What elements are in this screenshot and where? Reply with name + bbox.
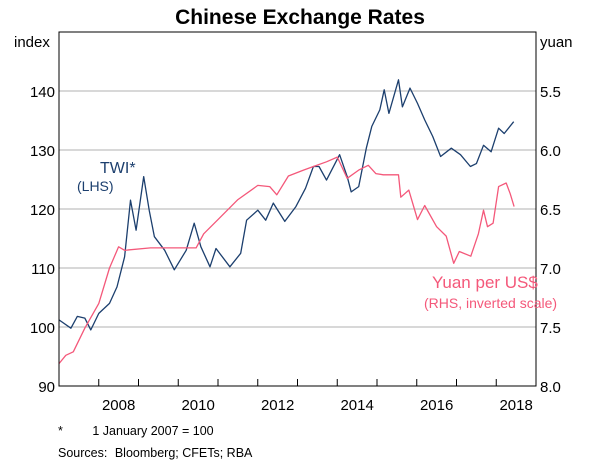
footnote-marker: * (58, 424, 63, 438)
chart-title: Chinese Exchange Rates (175, 6, 425, 29)
right-tick-label: 6.5 (540, 202, 561, 219)
x-tick-label: 2014 (340, 397, 373, 414)
left-tick-label: 90 (38, 379, 55, 396)
footnote: * 1 January 2007 = 100 (58, 424, 214, 438)
x-tick-label: 2010 (181, 397, 214, 414)
footnote-text: 1 January 2007 = 100 (92, 424, 214, 438)
left-tick-label: 100 (30, 320, 55, 337)
sources-text: Bloomberg; CFETs; RBA (114, 446, 253, 460)
x-tick-label: 2012 (261, 397, 294, 414)
sources-label: Sources: (58, 446, 108, 460)
left-tick-label: 130 (30, 143, 55, 160)
twi-legend-sublabel: (LHS) (77, 178, 114, 194)
yuan-line (58, 156, 515, 365)
x-tick-label: 2018 (499, 397, 532, 414)
x-tick-label: 2008 (102, 397, 135, 414)
left-tick-label: 120 (30, 202, 55, 219)
sources: Sources: Bloomberg; CFETs; RBA (58, 446, 252, 460)
twi-line (58, 79, 515, 331)
yuan-legend-sublabel: (RHS, inverted scale) (424, 295, 557, 311)
twi-legend-label: TWI* (100, 160, 136, 177)
right-tick-label: 6.0 (540, 143, 561, 160)
yuan-legend-label: Yuan per US$ (432, 273, 538, 292)
left-axis-label: index (14, 34, 50, 51)
x-tick-label: 2016 (420, 397, 453, 414)
left-tick-label: 140 (30, 84, 55, 101)
right-axis-label: yuan (540, 34, 573, 51)
right-tick-label: 8.0 (540, 379, 561, 396)
right-tick-label: 7.0 (540, 261, 561, 278)
right-tick-label: 7.5 (540, 320, 561, 337)
right-tick-label: 5.5 (540, 84, 561, 101)
left-tick-label: 110 (31, 261, 55, 278)
